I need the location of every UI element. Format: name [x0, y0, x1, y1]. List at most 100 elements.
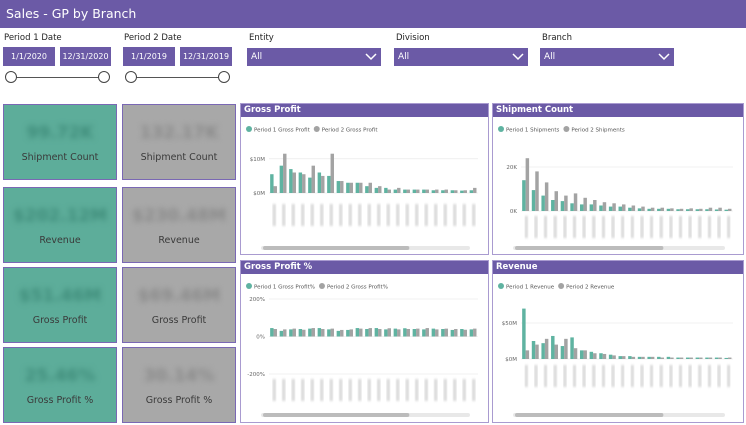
bar: [570, 337, 574, 359]
slider-handle[interactable]: [125, 71, 137, 83]
bar: [599, 205, 603, 211]
category-label-blurred: [563, 216, 567, 238]
category-label-blurred: [301, 379, 305, 401]
kpi-card: 99.72K Shipment Count: [3, 104, 117, 180]
bar: [637, 208, 642, 211]
bar: [657, 356, 661, 359]
category-label-blurred: [630, 365, 634, 387]
bar: [560, 201, 565, 211]
bar: [618, 356, 622, 359]
category-label-blurred: [573, 365, 576, 387]
bar: [308, 328, 312, 337]
date-input[interactable]: 1/1/2019: [123, 47, 175, 66]
kpi-card: $69.46M Gross Profit: [122, 267, 236, 343]
bar: [330, 328, 334, 337]
bar: [660, 207, 665, 211]
slider-handle[interactable]: [5, 71, 17, 83]
bar: [365, 186, 369, 193]
legend-label: Period 1 Shipments: [506, 128, 560, 134]
bar: [589, 204, 594, 211]
kpi-card: 132.17K Shipment Count: [122, 104, 236, 180]
bar: [311, 165, 315, 193]
bar: [349, 182, 353, 193]
bar: [525, 158, 530, 211]
category-label-blurred: [443, 379, 447, 401]
bar: [441, 329, 445, 337]
category-label-blurred: [339, 379, 343, 401]
y-tick-label: -200%: [247, 372, 265, 378]
category-label-blurred: [534, 216, 538, 238]
category-label-blurred: [611, 216, 615, 238]
category-label-blurred: [679, 216, 682, 238]
bar: [612, 203, 616, 211]
bar: [412, 189, 417, 193]
category-label-blurred: [659, 365, 663, 387]
chart-title: Gross Profit: [241, 104, 488, 117]
chevron: [512, 53, 524, 61]
category-label-blurred: [310, 204, 314, 226]
bar: [522, 180, 526, 211]
bar: [374, 328, 379, 337]
bar: [444, 189, 448, 193]
category-label-blurred: [367, 379, 371, 401]
kpi-value: 99.72K: [26, 123, 94, 143]
bar: [544, 182, 549, 211]
slicer-label: Period 2 Date: [124, 33, 182, 43]
bar: [349, 329, 353, 337]
category-label-blurred: [650, 365, 654, 387]
kpi-value: $202.12M: [12, 206, 108, 226]
category-label-blurred: [320, 204, 324, 226]
bar: [631, 205, 636, 211]
bar: [637, 356, 642, 359]
category-label-blurred: [405, 204, 409, 226]
bar: [699, 208, 703, 211]
date-input[interactable]: 1/1/2020: [3, 47, 55, 66]
category-label-blurred: [717, 365, 721, 387]
slider-handle[interactable]: [218, 71, 230, 83]
bar: [365, 329, 369, 337]
bar: [602, 202, 607, 211]
slider-handle[interactable]: [98, 71, 110, 83]
category-label-blurred: [462, 204, 466, 226]
legend-label: Period 1 Revenue: [506, 285, 555, 291]
bar: [544, 338, 549, 359]
legend-label: Period 2 Gross Profit%: [327, 285, 388, 291]
chevron-icon: [512, 53, 524, 61]
kpi-card: $51.46M Gross Profit: [3, 267, 117, 343]
category-label-blurred: [358, 204, 362, 226]
bar: [560, 346, 565, 359]
bar: [378, 186, 382, 193]
bar: [346, 329, 350, 337]
bar: [292, 172, 296, 193]
category-label-blurred: [650, 216, 654, 238]
category-label-blurred: [727, 216, 731, 238]
bar: [450, 329, 455, 337]
dropdown[interactable]: All: [540, 48, 674, 66]
bar: [340, 181, 344, 193]
bar: [416, 328, 420, 337]
bar: [541, 343, 545, 359]
bar: [670, 208, 674, 211]
bar: [593, 200, 597, 211]
bar: [641, 356, 645, 359]
legend-marker: [318, 283, 325, 289]
bar: [660, 357, 665, 359]
category-label-blurred: [582, 216, 586, 238]
bar: [359, 328, 363, 337]
bar: [724, 209, 728, 211]
date-input[interactable]: 12/31/2019: [180, 47, 232, 66]
kpi-value: 25.46%: [24, 366, 96, 386]
bar: [292, 328, 296, 337]
bar: [273, 186, 277, 193]
bar: [525, 350, 530, 359]
dropdown[interactable]: All: [247, 48, 381, 66]
legend-label: Period 2 Shipments: [571, 128, 625, 134]
bar: [425, 328, 429, 337]
category-label-blurred: [462, 379, 466, 401]
bar: [397, 329, 401, 337]
date-input[interactable]: 12/31/2020: [60, 47, 111, 66]
kpi-value: 132.17K: [139, 123, 219, 143]
category-label-blurred: [592, 216, 596, 238]
category-label-blurred: [688, 365, 692, 387]
dropdown[interactable]: All: [394, 48, 528, 66]
